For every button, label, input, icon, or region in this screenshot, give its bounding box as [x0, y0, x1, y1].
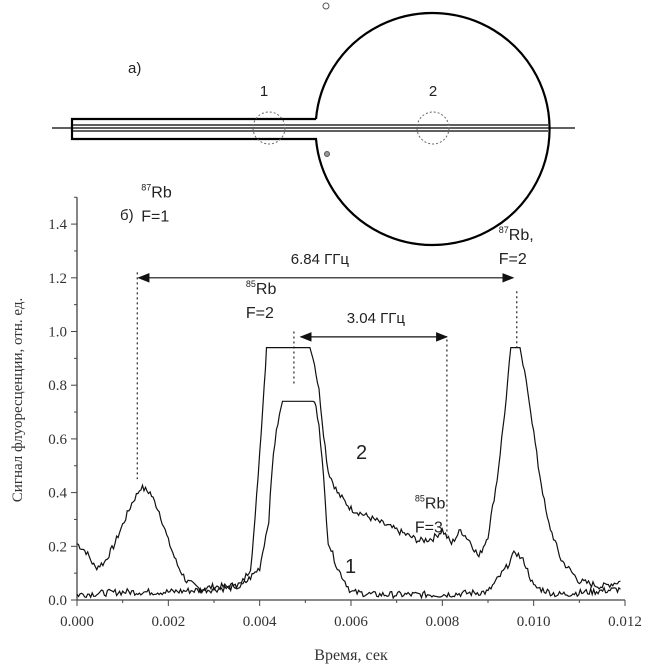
y-tick-label: 0.2	[48, 539, 67, 555]
y-tick-label: 1.4	[48, 217, 67, 233]
peak-f-label: F=2	[499, 251, 527, 268]
series-group	[76, 347, 621, 600]
x-tick-label: 0.012	[608, 614, 642, 630]
x-tick-label: 0.008	[425, 614, 459, 630]
x-axis-label: Время, сек	[314, 647, 388, 664]
x-tick-label: 0.002	[151, 614, 185, 630]
interval-label: 3.04 ГГц	[347, 310, 406, 327]
series-label-2: 2	[356, 442, 367, 464]
small-circle-mark	[322, 2, 330, 10]
peak-label: 87Rb,	[499, 225, 534, 244]
series-line-2	[76, 347, 621, 594]
series-label-1: 1	[345, 556, 356, 578]
isotope-number: 85	[415, 494, 425, 504]
y-tick-label: 0.8	[48, 378, 67, 394]
y-tick-label: 0.4	[48, 486, 67, 502]
peak-f-label: F=1	[141, 208, 169, 225]
y-axis-label: Сигнал флуоресценции, отн. ед.	[10, 298, 26, 502]
region-label-2: 2	[429, 83, 437, 100]
isotope-number: 87	[141, 182, 151, 192]
region-2-marker	[416, 111, 450, 145]
y-tick-label: 0.0	[48, 593, 67, 609]
element-symbol: Rb	[256, 281, 277, 298]
peak-f-label: F=3	[415, 520, 443, 537]
interval-label: 6.84 ГГц	[291, 251, 350, 268]
x-tick-label: 0.000	[60, 614, 94, 630]
panel-label-a: а)	[128, 60, 141, 77]
peak-label: 87Rb	[141, 182, 172, 201]
element-symbol: Rb	[151, 184, 172, 201]
cell-tube-and-bulb	[70, 11, 551, 247]
y-tick-label: 0.6	[48, 432, 67, 448]
axes: 0.000 0.002 0.004 0.006 0.008 0.010 0.012 0.0 0.…	[48, 196, 642, 630]
peak-label: 85Rb	[415, 494, 446, 513]
y-tick-label: 1.2	[48, 271, 67, 287]
isotope-number: 85	[246, 279, 256, 289]
peak-label: 85Rb	[246, 279, 277, 298]
region-label-1: 1	[260, 83, 268, 100]
cell-diagram	[52, 2, 575, 247]
x-tick-label: 0.010	[517, 614, 551, 630]
isotope-number: 87	[499, 225, 509, 235]
y-tick-label: 1.0	[48, 325, 67, 341]
element-symbol: Rb	[425, 496, 446, 513]
peak-f-label: F=2	[246, 305, 274, 322]
element-symbol: Rb,	[509, 227, 534, 244]
x-tick-label: 0.004	[243, 614, 277, 630]
panel-label-b: б)	[120, 207, 134, 224]
region-1-marker	[252, 111, 286, 145]
series-line-1	[76, 400, 621, 600]
dot-mark	[324, 151, 330, 157]
x-tick-label: 0.006	[334, 614, 368, 630]
